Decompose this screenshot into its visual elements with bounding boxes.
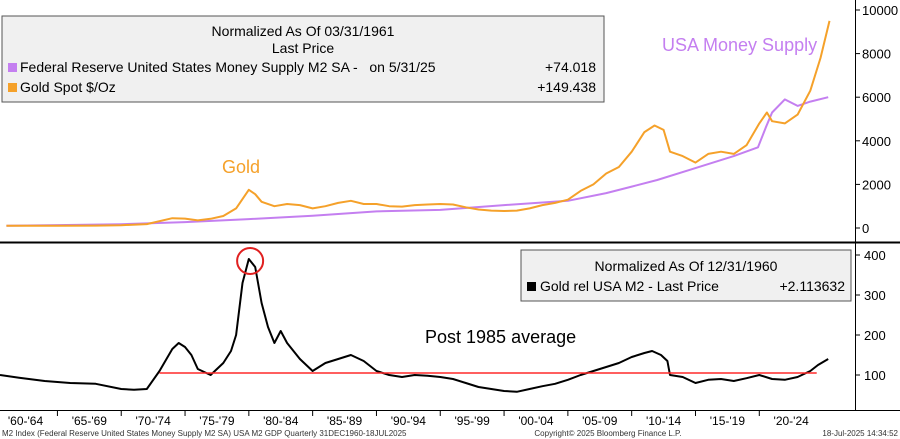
bottom-legend: Normalized As Of 12/31/1960 Gold rel USA… [520,249,852,302]
bottom-y-tick-label: 200 [864,328,886,343]
top-y-tick-label: 10000 [862,3,898,18]
top-series-group [6,20,831,227]
top-y-tick-label: 0 [862,221,869,236]
post-1985-average-annotation: Post 1985 average [425,327,576,347]
top-y-axis: 0 2000 4000 6000 8000 10000 [855,3,898,236]
footer-copyright: Copyright© 2025 Bloomberg Finance L.P. [534,429,681,438]
x-tick-label: '70-'74 [135,414,171,428]
top-y-tick-label: 2000 [862,177,891,192]
gold-legend-swatch [8,83,17,92]
bottom-y-tick-label: 300 [864,288,886,303]
x-tick-label: '95-'99 [455,414,491,428]
bottom-legend-title: Normalized As Of 12/31/1960 [595,258,778,274]
m2-legend-value: +74.018 [545,59,596,75]
x-tick-label: '15-'19 [710,414,746,428]
x-tick-label: '65-'69 [72,414,108,428]
top-legend: Normalized As Of 03/31/1961 Last Price F… [1,15,605,103]
top-legend-subtitle: Last Price [272,40,334,56]
m2-series-line [6,96,829,227]
top-legend-box [1,15,605,103]
x-tick-label: '05-'09 [582,414,618,428]
ratio-legend-value: +2.113632 [779,278,845,294]
bottom-y-axis: 100 200 300 400 [855,248,886,383]
peak-highlight-circle [236,247,265,275]
top-y-tick-label: 8000 [862,47,891,62]
x-tick-label: '75-'79 [199,414,235,428]
ratio-legend-swatch [527,282,536,291]
x-tick-label: '85-'89 [327,414,363,428]
m2-legend-label: Federal Reserve United States Money Supp… [20,59,436,75]
x-axis: '60-'64 '65-'69 '70-'74 '75-'79 '80-'84 '85-'… [8,410,810,428]
top-legend-title: Normalized As Of 03/31/1961 [212,23,395,39]
m2-legend-swatch [8,63,17,72]
bottom-y-tick-label: 400 [864,248,886,263]
x-tick-label: '10-'14 [646,414,682,428]
top-y-tick-label: 4000 [862,134,891,149]
gold-legend-label: Gold Spot $/Oz [20,79,116,95]
footer-source-note: M2 Index (Federal Reserve United States … [2,429,407,438]
bottom-series-group [0,258,829,393]
ratio-legend-label: Gold rel USA M2 - Last Price [540,278,719,294]
x-tick-label: '90-'94 [391,414,427,428]
gold-series-line [6,20,831,227]
x-tick-label: '80-'84 [263,414,299,428]
top-y-tick-label: 6000 [862,90,891,105]
money-supply-annotation: USA Money Supply [662,35,817,55]
x-tick-label: '20-'24 [774,414,810,428]
bottom-legend-box [520,249,852,302]
gold-annotation: Gold [222,157,260,177]
gold-rel-m2-series-line [0,258,829,393]
bottom-y-tick-label: 100 [864,368,886,383]
footer-timestamp: 18-Jul-2025 14:34:52 [822,429,898,438]
gold-legend-value: +149.438 [537,79,596,95]
x-tick-label: '00-'04 [518,414,554,428]
x-tick-label: '60-'64 [8,414,44,428]
